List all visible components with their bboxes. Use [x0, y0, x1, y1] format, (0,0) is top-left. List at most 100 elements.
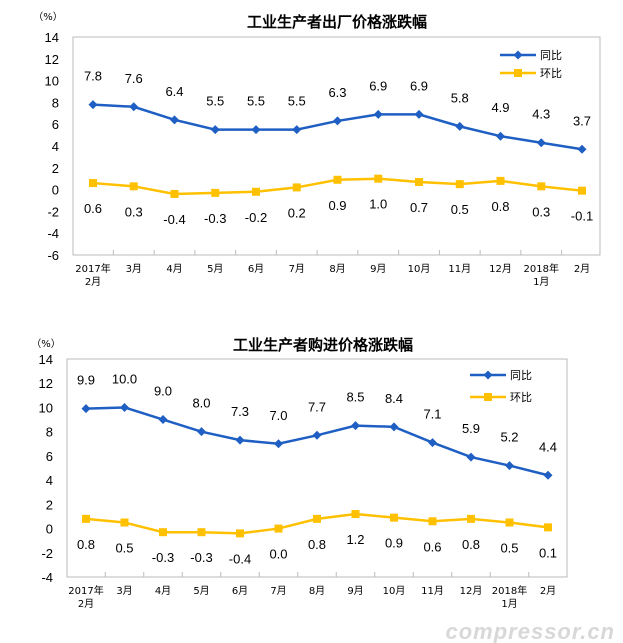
data-point [89, 179, 97, 188]
data-label: -0.1 [571, 209, 593, 224]
data-label: 0.2 [288, 205, 306, 220]
data-point [252, 187, 260, 196]
data-label: 5.8 [451, 90, 469, 105]
data-point [455, 180, 464, 189]
x-tick-label: 3月 [116, 585, 132, 597]
data-point [496, 131, 505, 141]
x-tick-label: 2月 [85, 276, 101, 288]
chart-title: 工业生产者出厂价格涨跌幅 [247, 13, 427, 31]
data-label: 0.5 [500, 541, 518, 556]
data-point [373, 109, 383, 119]
y-axis-unit: （%） [33, 11, 63, 23]
data-label: 1.2 [346, 532, 364, 547]
y-tick-label: -4 [47, 226, 59, 241]
data-point [505, 518, 514, 527]
data-point [428, 438, 437, 448]
x-tick-label: 2018年 [524, 262, 559, 275]
y-tick-label: 8 [52, 95, 59, 110]
x-tick-label: 1月 [533, 276, 549, 288]
x-tick-label: 8月 [329, 263, 345, 275]
data-label: 9.0 [154, 384, 172, 399]
data-point [312, 430, 322, 440]
data-label: 0.8 [462, 537, 480, 552]
data-point [389, 422, 399, 432]
x-tick-label: 4月 [166, 263, 182, 275]
x-tick-label: 7月 [289, 263, 305, 275]
legend-marker [514, 69, 522, 77]
data-point [251, 125, 261, 135]
data-label: 3.7 [573, 113, 591, 128]
data-point [170, 115, 179, 125]
data-point [577, 144, 587, 154]
data-label: 7.6 [125, 71, 143, 86]
legend-label: 同比 [510, 369, 532, 382]
y-tick-label: 6 [46, 449, 53, 464]
data-label: 10.0 [112, 371, 137, 386]
data-point [274, 524, 283, 533]
data-point [82, 514, 90, 523]
data-label: 7.8 [84, 69, 102, 84]
data-point [351, 421, 360, 431]
data-point [543, 470, 553, 480]
data-label: 8.0 [192, 396, 210, 411]
x-tick-label: 6月 [232, 585, 248, 597]
data-label: 0.9 [385, 536, 403, 551]
data-point [467, 514, 475, 523]
data-point [313, 514, 321, 523]
y-tick-label: -4 [41, 570, 53, 585]
y-tick-label: 10 [39, 400, 53, 415]
data-point [496, 176, 505, 185]
x-tick-label: 2月 [78, 598, 94, 610]
data-label: 4.9 [491, 100, 509, 115]
y-tick-label: 12 [45, 52, 59, 67]
y-tick-label: 0 [46, 522, 53, 537]
x-tick-label: 5月 [193, 585, 209, 597]
y-tick-label: 6 [52, 117, 59, 132]
y-tick-label: 12 [39, 376, 53, 391]
data-point [197, 528, 206, 537]
data-point [159, 528, 167, 537]
data-label: 4.4 [539, 439, 557, 454]
data-label: 4.3 [532, 107, 550, 122]
data-label: 0.5 [451, 202, 469, 217]
data-label: -0.2 [245, 210, 267, 225]
data-point [428, 517, 437, 526]
data-point [414, 109, 424, 119]
data-point [129, 102, 139, 112]
data-point [211, 188, 220, 197]
x-tick-label: 2017年 [75, 262, 110, 275]
y-tick-label: 4 [52, 139, 59, 154]
data-label: 0.8 [77, 537, 95, 552]
data-label: 0.8 [491, 199, 509, 214]
series-line-同比 [85, 406, 549, 477]
data-point [197, 427, 206, 437]
legend-marker [513, 50, 523, 60]
data-point [292, 183, 301, 192]
x-tick-label: 2月 [540, 585, 556, 597]
data-point [170, 189, 179, 198]
y-tick-label: -6 [47, 248, 59, 263]
data-point [235, 435, 245, 445]
x-tick-label: 10月 [383, 585, 406, 597]
x-tick-label: 12月 [489, 263, 512, 275]
data-point [578, 186, 586, 195]
data-label: 5.5 [288, 94, 306, 109]
data-label: -0.4 [229, 551, 251, 566]
data-label: 0.3 [532, 204, 550, 219]
x-tick-label: 8月 [309, 585, 325, 597]
x-tick-label: 2月 [574, 263, 590, 275]
data-point [505, 461, 514, 471]
x-tick-label: 1月 [501, 598, 517, 610]
x-tick-label: 9月 [370, 263, 386, 275]
x-tick-label: 9月 [347, 585, 363, 597]
data-label: 0.3 [125, 204, 143, 219]
data-point [210, 125, 220, 135]
y-tick-label: -2 [41, 546, 53, 561]
x-tick-label: 3月 [126, 263, 142, 275]
x-tick-label: 7月 [270, 585, 286, 597]
data-label: 6.9 [369, 78, 387, 93]
x-tick-label: 5月 [207, 263, 223, 275]
data-point [333, 116, 342, 126]
data-point [236, 529, 244, 538]
